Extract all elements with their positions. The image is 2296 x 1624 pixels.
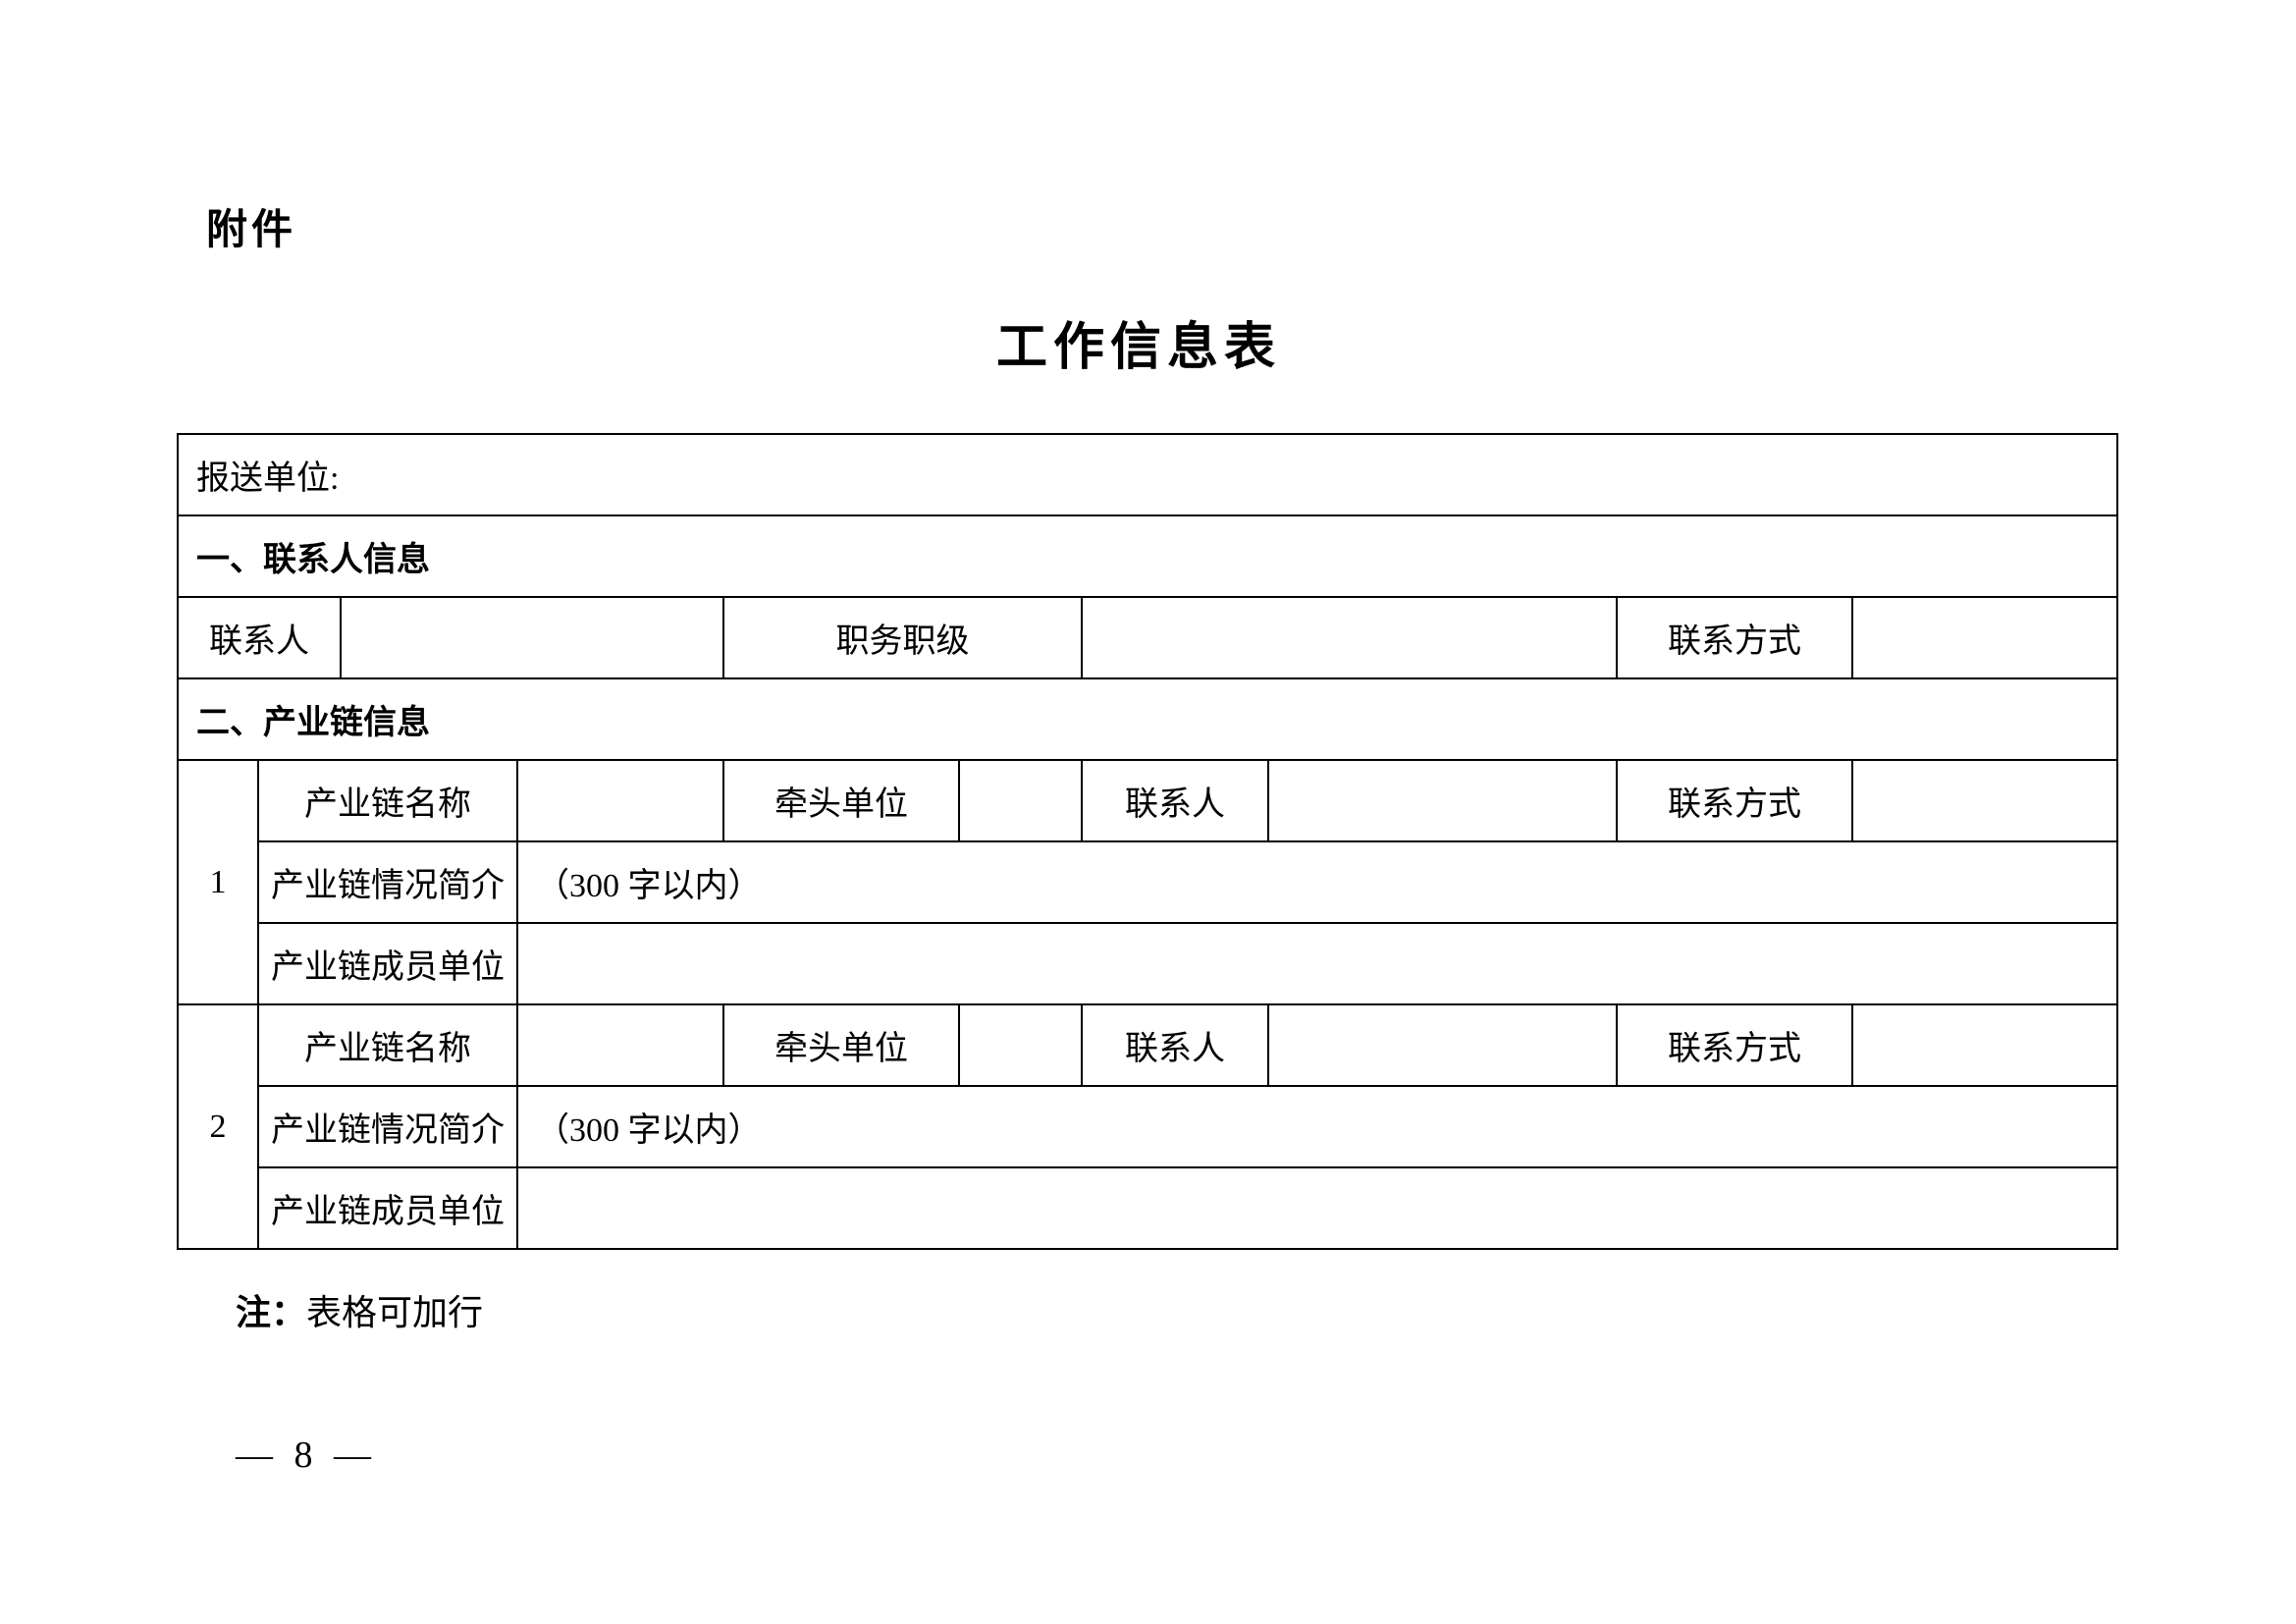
chain1-contact-label: 联系人 xyxy=(1082,760,1268,841)
attachment-label: 附件 xyxy=(206,196,2101,256)
contact-info-row: 联系人 职务职级 联系方式 xyxy=(178,597,2117,678)
chain1-intro-value: （300 字以内） xyxy=(517,841,2117,923)
chain2-intro-label: 产业链情况简介 xyxy=(258,1086,517,1167)
position-label: 职务职级 xyxy=(723,597,1082,678)
chain1-members-label: 产业链成员单位 xyxy=(258,923,517,1004)
page-number: — 8 — xyxy=(236,1434,377,1477)
chain1-contact-value xyxy=(1268,760,1617,841)
note-text: 表格可加行 xyxy=(306,1293,483,1332)
note-label: 注： xyxy=(236,1292,306,1332)
contact-value xyxy=(341,597,723,678)
chain2-lead-value xyxy=(959,1004,1082,1086)
chain2-name-row: 2 产业链名称 牵头单位 联系人 联系方式 xyxy=(178,1004,2117,1086)
chain1-method-label: 联系方式 xyxy=(1617,760,1852,841)
chain2-index: 2 xyxy=(178,1004,258,1249)
position-value xyxy=(1082,597,1617,678)
section2-header: 二、产业链信息 xyxy=(178,678,2117,760)
chain2-name-label: 产业链名称 xyxy=(258,1004,517,1086)
chain2-intro-value: （300 字以内） xyxy=(517,1086,2117,1167)
contact-label: 联系人 xyxy=(178,597,341,678)
chain1-members-value xyxy=(517,923,2117,1004)
chain2-method-value xyxy=(1852,1004,2117,1086)
chain2-contact-value xyxy=(1268,1004,1617,1086)
chain1-name-row: 1 产业链名称 牵头单位 联系人 联系方式 xyxy=(178,760,2117,841)
chain2-name-value xyxy=(517,1004,723,1086)
chain1-name-label: 产业链名称 xyxy=(258,760,517,841)
chain2-members-row: 产业链成员单位 xyxy=(178,1167,2117,1249)
chain2-members-label: 产业链成员单位 xyxy=(258,1167,517,1249)
chain1-method-value xyxy=(1852,760,2117,841)
chain1-intro-row: 产业链情况简介 （300 字以内） xyxy=(178,841,2117,923)
chain1-name-value xyxy=(517,760,723,841)
chain1-lead-label: 牵头单位 xyxy=(723,760,959,841)
chain1-members-row: 产业链成员单位 xyxy=(178,923,2117,1004)
contact-method-value xyxy=(1852,597,2117,678)
section1-header-row: 一、联系人信息 xyxy=(178,515,2117,597)
section2-header-row: 二、产业链信息 xyxy=(178,678,2117,760)
reporting-unit-row: 报送单位: xyxy=(178,434,2117,515)
contact-method-label: 联系方式 xyxy=(1617,597,1852,678)
chain2-intro-row: 产业链情况简介 （300 字以内） xyxy=(178,1086,2117,1167)
chain2-method-label: 联系方式 xyxy=(1617,1004,1852,1086)
page-container: 附件 工作信息表 报送单位: 一、联系人信息 联系人 职务职级 xyxy=(177,196,2101,1335)
chain1-intro-label: 产业链情况简介 xyxy=(258,841,517,923)
reporting-unit-cell: 报送单位: xyxy=(178,434,2117,515)
page-title: 工作信息表 xyxy=(177,305,2101,379)
chain1-index: 1 xyxy=(178,760,258,1004)
chain2-contact-label: 联系人 xyxy=(1082,1004,1268,1086)
chain1-lead-value xyxy=(959,760,1082,841)
chain2-members-value xyxy=(517,1167,2117,1249)
chain2-lead-label: 牵头单位 xyxy=(723,1004,959,1086)
note: 注：表格可加行 xyxy=(236,1284,2101,1335)
section1-header: 一、联系人信息 xyxy=(178,515,2117,597)
info-table: 报送单位: 一、联系人信息 联系人 职务职级 联系方式 二、产业链信息 1 产业… xyxy=(177,433,2118,1250)
